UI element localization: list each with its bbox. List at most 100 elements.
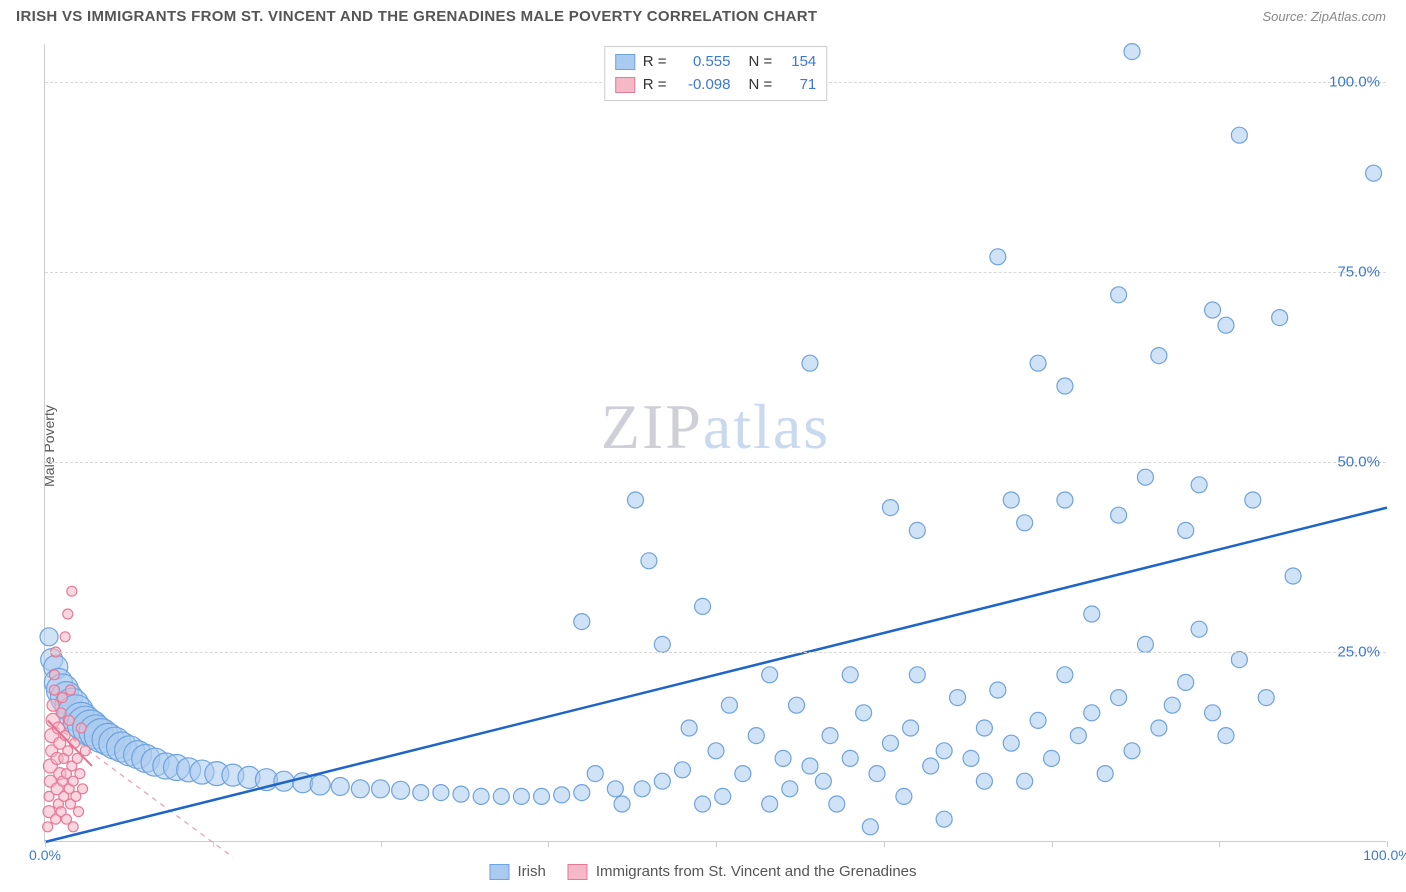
scatter-point xyxy=(74,807,84,817)
scatter-point xyxy=(78,784,88,794)
scatter-point xyxy=(68,822,78,832)
scatter-point xyxy=(882,735,898,751)
scatter-point xyxy=(554,787,570,803)
x-tick-label: 0.0% xyxy=(29,847,61,863)
scatter-point xyxy=(634,781,650,797)
scatter-point xyxy=(822,728,838,744)
scatter-point xyxy=(1137,469,1153,485)
stats-legend-row: R = 0.555N = 154 xyxy=(615,51,817,74)
scatter-point xyxy=(493,788,509,804)
scatter-point xyxy=(1164,697,1180,713)
scatter-point xyxy=(862,819,878,835)
scatter-point xyxy=(1285,568,1301,584)
scatter-point xyxy=(1003,735,1019,751)
scatter-point xyxy=(1111,287,1127,303)
scatter-point xyxy=(762,667,778,683)
x-tick xyxy=(1052,841,1053,847)
legend-label: Immigrants from St. Vincent and the Gren… xyxy=(596,863,917,880)
scatter-point xyxy=(815,773,831,789)
scatter-point xyxy=(1231,127,1247,143)
scatter-point xyxy=(1111,690,1127,706)
scatter-point xyxy=(1231,652,1247,668)
scatter-point xyxy=(896,788,912,804)
scatter-point xyxy=(990,682,1006,698)
scatter-point xyxy=(654,636,670,652)
x-tick xyxy=(381,841,382,847)
scatter-point xyxy=(1258,690,1274,706)
scatter-point xyxy=(1151,348,1167,364)
scatter-point xyxy=(372,780,390,798)
n-label: N = xyxy=(749,74,773,97)
scatter-point xyxy=(49,670,59,680)
scatter-point xyxy=(695,598,711,614)
legend-swatch xyxy=(489,864,509,880)
scatter-point xyxy=(1084,606,1100,622)
legend-swatch xyxy=(568,864,588,880)
legend-item: Irish xyxy=(489,863,545,880)
y-tick-label: 50.0% xyxy=(1337,454,1380,471)
scatter-point xyxy=(1003,492,1019,508)
scatter-point xyxy=(762,796,778,812)
scatter-point xyxy=(950,690,966,706)
scatter-point xyxy=(782,781,798,797)
x-tick xyxy=(548,841,549,847)
scatter-point xyxy=(43,822,53,832)
y-tick-label: 100.0% xyxy=(1329,74,1380,91)
scatter-point xyxy=(695,796,711,812)
legend-swatch xyxy=(615,77,635,93)
scatter-point xyxy=(67,586,77,596)
y-tick-label: 75.0% xyxy=(1337,264,1380,281)
scatter-point xyxy=(49,685,59,695)
scatter-point xyxy=(1272,310,1288,326)
scatter-point xyxy=(351,780,369,798)
scatter-point xyxy=(614,796,630,812)
scatter-point xyxy=(1111,507,1127,523)
scatter-point xyxy=(802,355,818,371)
scatter-point xyxy=(607,781,623,797)
scatter-point xyxy=(574,614,590,630)
scatter-point xyxy=(56,708,66,718)
scatter-point xyxy=(936,743,952,759)
scatter-point xyxy=(1017,515,1033,531)
n-value: 71 xyxy=(780,74,816,97)
scatter-point xyxy=(1057,492,1073,508)
scatter-point xyxy=(1218,728,1234,744)
scatter-point xyxy=(413,785,429,801)
scatter-point xyxy=(923,758,939,774)
scatter-point xyxy=(1178,674,1194,690)
scatter-point xyxy=(76,723,86,733)
scatter-point xyxy=(587,766,603,782)
r-value: 0.555 xyxy=(675,51,731,74)
scatter-point xyxy=(1057,378,1073,394)
scatter-point xyxy=(735,766,751,782)
scatter-point xyxy=(1178,522,1194,538)
scatter-point xyxy=(1137,636,1153,652)
scatter-point xyxy=(1084,705,1100,721)
scatter-point xyxy=(842,750,858,766)
scatter-point xyxy=(909,522,925,538)
scatter-point xyxy=(674,762,690,778)
y-tick-label: 25.0% xyxy=(1337,644,1380,661)
scatter-point xyxy=(574,785,590,801)
scatter-point xyxy=(1205,302,1221,318)
gridline xyxy=(45,462,1386,463)
scatter-point xyxy=(976,773,992,789)
scatter-point xyxy=(1097,766,1113,782)
scatter-point xyxy=(453,786,469,802)
stats-legend-row: R = -0.098N = 71 xyxy=(615,74,817,97)
scatter-point xyxy=(963,750,979,766)
scatter-point xyxy=(654,773,670,789)
scatter-point xyxy=(75,769,85,779)
scatter-point xyxy=(1124,44,1140,60)
scatter-point xyxy=(990,249,1006,265)
scatter-point xyxy=(1191,477,1207,493)
x-tick-label: 100.0% xyxy=(1363,847,1406,863)
scatter-point xyxy=(65,685,75,695)
scatter-point xyxy=(789,697,805,713)
legend-item: Immigrants from St. Vincent and the Gren… xyxy=(568,863,917,880)
x-tick xyxy=(1219,841,1220,847)
gridline xyxy=(45,652,1386,653)
chart-area: ZIPatlas R = 0.555N = 154R = -0.098N = 7… xyxy=(44,44,1386,842)
scatter-point xyxy=(681,720,697,736)
r-label: R = xyxy=(643,74,667,97)
